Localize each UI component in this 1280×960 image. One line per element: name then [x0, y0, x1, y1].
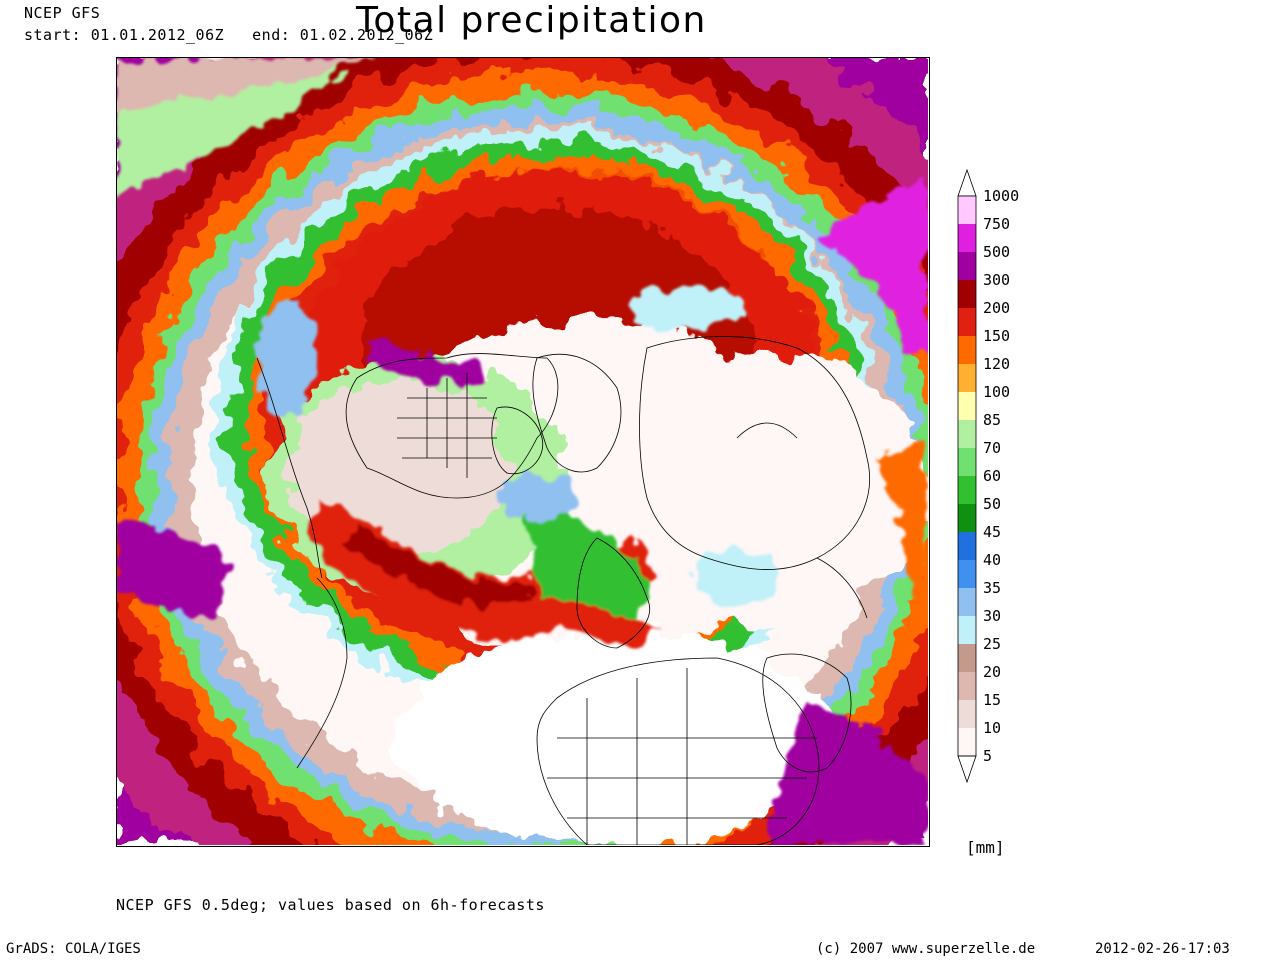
colorbar-tick-label: 10	[983, 719, 1002, 737]
colorbar-swatch	[958, 532, 976, 560]
colorbar-swatch	[958, 364, 976, 392]
colorbar-swatch	[958, 224, 976, 252]
colorbar-tick-label: 1000	[983, 187, 1020, 205]
colorbar-swatch	[958, 700, 976, 728]
colorbar-tick-label: 15	[983, 691, 1002, 709]
data-source: NCEP GFS 0.5deg; values based on 6h-fore…	[116, 896, 545, 914]
colorbar-tick-label: 85	[983, 411, 1002, 429]
colorbar-tick-label: 25	[983, 635, 1002, 653]
colorbar-swatch	[958, 560, 976, 588]
colorbar-swatch	[958, 588, 976, 616]
colorbar-swatch	[958, 336, 976, 364]
precipitation-map	[116, 57, 930, 847]
colorbar-tick-label: 120	[983, 355, 1011, 373]
colorbar-tick-label: 750	[983, 215, 1011, 233]
colorbar-tick-label: 500	[983, 243, 1011, 261]
unit-label: [mm]	[966, 838, 1005, 857]
colorbar-swatch	[958, 644, 976, 672]
period-start: start: 01.01.2012_06Z	[24, 26, 225, 44]
colorbar-swatch	[958, 308, 976, 336]
colorbar-arrow-bottom	[957, 755, 977, 784]
colorbar-tick-label: 35	[983, 579, 1002, 597]
colorbar-swatches	[957, 168, 977, 784]
colorbar-tick-label: 200	[983, 299, 1011, 317]
colorbar-swatch	[958, 252, 976, 280]
colorbar-swatch	[958, 476, 976, 504]
colorbar-tick-label: 30	[983, 607, 1002, 625]
colorbar-tick-label: 20	[983, 663, 1002, 681]
colorbar-tick-label: 50	[983, 495, 1002, 513]
colorbar-tick-label: 60	[983, 467, 1002, 485]
software-credit: GrADS: COLA/IGES	[6, 941, 141, 957]
colorbar-tick-label: 70	[983, 439, 1002, 457]
colorbar-tick-label: 40	[983, 551, 1002, 569]
colorbar-swatch	[958, 280, 976, 308]
period-end: end: 01.02.2012_06Z	[252, 26, 434, 44]
colorbar-tick-label: 300	[983, 271, 1011, 289]
colorbar-swatch	[958, 448, 976, 476]
colorbar-swatch	[958, 196, 976, 224]
colorbar-tick-label: 100	[983, 383, 1011, 401]
colorbar	[954, 168, 1044, 788]
colorbar-tick-label: 5	[983, 747, 993, 765]
colorbar-tick-label: 150	[983, 327, 1011, 345]
colorbar-swatch	[958, 728, 976, 756]
forecast-period: start: 01.01.2012_06Z end: 01.02.2012_06Z	[24, 26, 461, 44]
map-title: Total precipitation	[356, 0, 707, 41]
precip-features	[117, 58, 928, 845]
colorbar-swatch	[958, 392, 976, 420]
colorbar-swatch	[958, 420, 976, 448]
colorbar-swatch	[958, 504, 976, 532]
colorbar-arrow-top	[957, 168, 977, 197]
colorbar-swatch	[958, 616, 976, 644]
colorbar-tick-label: 45	[983, 523, 1002, 541]
model-name: NCEP GFS	[24, 4, 101, 22]
map-canvas	[117, 58, 928, 845]
colorbar-swatch	[958, 672, 976, 700]
copyright: (c) 2007 www.superzelle.de	[816, 941, 1036, 957]
coastlines	[256, 336, 870, 845]
colorbar-outline	[957, 195, 977, 757]
timestamp: 2012-02-26-17:03	[1095, 941, 1230, 957]
